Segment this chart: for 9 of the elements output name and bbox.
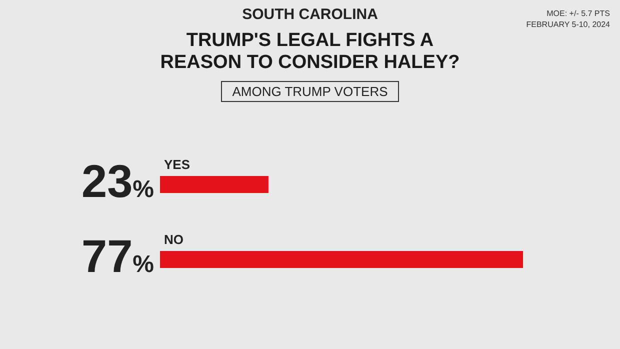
chart-subtitle: SOUTH CAROLINA	[242, 6, 378, 23]
data-label: 23%	[81, 155, 154, 207]
text: MOE: +/- 5.7 PTS	[546, 8, 610, 19]
text: AMONG TRUMP VOTERS	[221, 81, 399, 102]
chart-title: TRUMP'S LEGAL FIGHTS A REASON TO CONSIDER HALEY?	[159, 30, 461, 74]
y-tick-label: NO	[164, 232, 184, 247]
text: FEBRUARY 5-10, 2024	[526, 19, 610, 30]
y-tick-label: YES	[164, 157, 190, 172]
data-label: 77%	[81, 230, 154, 282]
